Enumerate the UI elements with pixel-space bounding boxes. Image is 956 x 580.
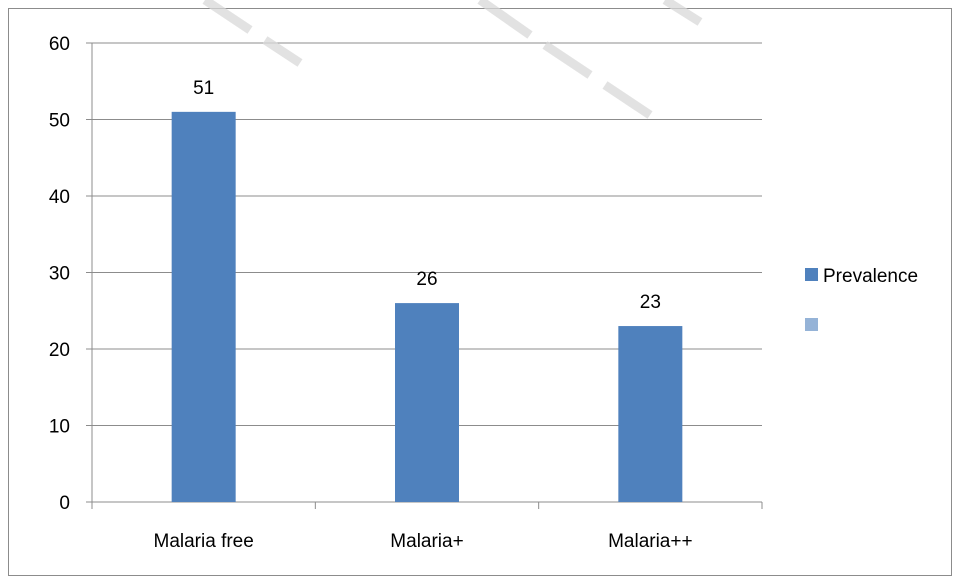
y-tick-label: 50 bbox=[49, 111, 70, 132]
y-tick-label: 60 bbox=[49, 34, 70, 55]
data-label: 26 bbox=[416, 269, 437, 290]
bar-malaria bbox=[395, 303, 459, 502]
y-tick-label: 10 bbox=[49, 417, 70, 438]
legend-swatch-unnamed bbox=[805, 318, 818, 331]
y-tick-labels: 0 10 20 30 40 50 60 bbox=[49, 34, 70, 514]
data-labels: 51 26 23 bbox=[193, 78, 661, 313]
y-tick-label: 20 bbox=[49, 340, 70, 361]
x-tick-label: Malaria+ bbox=[390, 531, 463, 552]
bar-malaria-free bbox=[171, 111, 236, 502]
chart-frame bbox=[8, 8, 952, 576]
legend: Prevalence bbox=[805, 266, 918, 331]
bars bbox=[171, 111, 683, 502]
x-tick-label: Malaria free bbox=[154, 531, 254, 552]
legend-label: Prevalence bbox=[823, 266, 918, 287]
y-tick-label: 0 bbox=[59, 493, 70, 514]
y-tick-label: 30 bbox=[49, 264, 70, 285]
bar-malaria bbox=[618, 326, 683, 502]
y-tick-label: 40 bbox=[49, 187, 70, 208]
data-label: 51 bbox=[193, 78, 214, 99]
data-label: 23 bbox=[640, 292, 661, 313]
legend-swatch-prevalence bbox=[805, 268, 818, 281]
x-tick-labels: Malaria free Malaria+ Malaria++ bbox=[154, 531, 693, 552]
x-tick-label: Malaria++ bbox=[608, 531, 693, 552]
